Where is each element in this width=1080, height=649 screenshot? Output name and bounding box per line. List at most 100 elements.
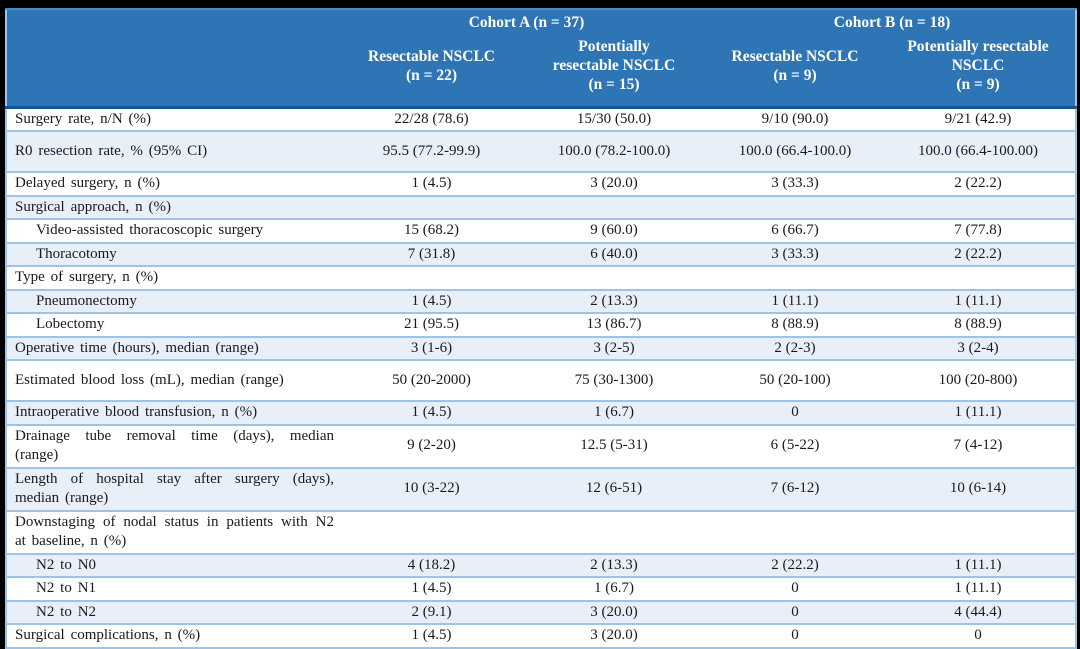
cell-value: 1 (11.1) (881, 577, 1077, 602)
table-header: Cohort A (n = 37) Cohort B (n = 18) Rese… (6, 8, 1077, 109)
cell-value: 100.0 (66.4-100.0) (709, 131, 881, 173)
cell-value: 7 (31.8) (344, 242, 519, 267)
row-label: Type of surgery, n (%) (6, 266, 344, 291)
cell-value: 100 (20-800) (881, 360, 1077, 402)
cell-value: 2 (13.3) (519, 289, 709, 314)
row-label: Thoracotomy (6, 242, 344, 267)
cell-value: 0 (709, 624, 881, 649)
cell-value: 3 (1-6) (344, 336, 519, 361)
cell-value: 6 (5-22) (709, 424, 881, 469)
cell-value: 7 (77.8) (881, 219, 1077, 244)
cell-value (709, 510, 881, 555)
cell-value: 1 (11.1) (881, 289, 1077, 314)
cell-value: 3 (33.3) (709, 172, 881, 197)
subgroup-header-row: Resectable NSCLC (n = 22) Potentially re… (6, 34, 1077, 109)
cell-value: 6 (40.0) (519, 242, 709, 267)
cell-value: 100.0 (66.4-100.00) (881, 131, 1077, 173)
cell-value: 1 (6.7) (519, 577, 709, 602)
cell-value: 50 (20-100) (709, 360, 881, 402)
row-label: Drainage tube removal time (days), media… (6, 424, 344, 469)
cell-value: 6 (66.7) (709, 219, 881, 244)
cell-value: 0 (709, 401, 881, 426)
row-label: N2 to N0 (6, 553, 344, 578)
table-row: Surgery rate, n/N (%) 22/28 (78.6) 15/30… (6, 107, 1077, 132)
cell-value: 2 (22.2) (709, 553, 881, 578)
cell-value: 50 (20-2000) (344, 360, 519, 402)
row-label: Downstaging of nodal status in patients … (6, 510, 344, 555)
row-label: Surgical approach, n (%) (6, 195, 344, 220)
table-row: N2 to N2 2 (9.1) 3 (20.0) 0 4 (44.4) (6, 600, 1077, 625)
cell-value (709, 266, 881, 291)
cell-value: 2 (13.3) (519, 553, 709, 578)
cell-value: 10 (3-22) (344, 467, 519, 512)
table-row: Downstaging of nodal status in patients … (6, 510, 1077, 555)
cell-value (519, 510, 709, 555)
row-label: Estimated blood loss (mL), median (range… (6, 360, 344, 402)
cell-value: 8 (88.9) (709, 313, 881, 338)
cell-value: 7 (4-12) (881, 424, 1077, 469)
cell-value: 1 (11.1) (709, 289, 881, 314)
table-row: Type of surgery, n (%) (6, 266, 1077, 291)
cell-value: 12.5 (5-31) (519, 424, 709, 469)
cohort-a-header: Cohort A (n = 37) (344, 8, 709, 34)
cell-value: 13 (86.7) (519, 313, 709, 338)
table-row: Estimated blood loss (mL), median (range… (6, 360, 1077, 402)
table-row: Length of hospital stay after surgery (d… (6, 467, 1077, 512)
cell-value: 12 (6-51) (519, 467, 709, 512)
row-label: Delayed surgery, n (%) (6, 172, 344, 197)
cell-value: 3 (20.0) (519, 624, 709, 649)
cell-value: 3 (2-4) (881, 336, 1077, 361)
cell-value: 2 (22.2) (881, 242, 1077, 267)
cell-value: 0 (709, 600, 881, 625)
cell-value (344, 195, 519, 220)
cell-value: 21 (95.5) (344, 313, 519, 338)
cell-value (519, 266, 709, 291)
cell-value: 1 (4.5) (344, 289, 519, 314)
row-label: Surgery rate, n/N (%) (6, 107, 344, 132)
cell-value: 100.0 (78.2-100.0) (519, 131, 709, 173)
table-row: Lobectomy 21 (95.5) 13 (86.7) 8 (88.9) 8… (6, 313, 1077, 338)
table-body: Surgery rate, n/N (%) 22/28 (78.6) 15/30… (6, 107, 1077, 649)
column-header-resectable-a: Resectable NSCLC (n = 22) (344, 34, 519, 109)
cell-value: 22/28 (78.6) (344, 107, 519, 132)
table-row: Surgical complications, n (%) 1 (4.5) 3 … (6, 624, 1077, 649)
table-row: Thoracotomy 7 (31.8) 6 (40.0) 3 (33.3) 2… (6, 242, 1077, 267)
cell-value: 0 (881, 624, 1077, 649)
column-header-resectable-b: Resectable NSCLC (n = 9) (709, 34, 881, 109)
cell-value: 7 (6-12) (709, 467, 881, 512)
cell-value: 3 (20.0) (519, 600, 709, 625)
cell-value (344, 266, 519, 291)
table-row: R0 resection rate, % (95% CI) 95.5 (77.2… (6, 131, 1077, 173)
table-row: N2 to N0 4 (18.2) 2 (13.3) 2 (22.2) 1 (1… (6, 553, 1077, 578)
table-row: Surgical approach, n (%) (6, 195, 1077, 220)
cell-value (344, 510, 519, 555)
cell-value: 2 (9.1) (344, 600, 519, 625)
column-header-potentially-resectable-b: Potentially resectable NSCLC (n = 9) (881, 34, 1077, 109)
cell-value: 10 (6-14) (881, 467, 1077, 512)
cell-value: 4 (18.2) (344, 553, 519, 578)
cell-value (709, 195, 881, 220)
cell-value: 75 (30-1300) (519, 360, 709, 402)
row-label: N2 to N1 (6, 577, 344, 602)
table-row: Delayed surgery, n (%) 1 (4.5) 3 (20.0) … (6, 172, 1077, 197)
row-label: Operative time (hours), median (range) (6, 336, 344, 361)
table-row: Video-assisted thoracoscopic surgery 15 … (6, 219, 1077, 244)
row-label: N2 to N2 (6, 600, 344, 625)
cell-value: 1 (11.1) (881, 401, 1077, 426)
table-row: Operative time (hours), median (range) 3… (6, 336, 1077, 361)
cell-value: 8 (88.9) (881, 313, 1077, 338)
table-row: Intraoperative blood transfusion, n (%) … (6, 401, 1077, 426)
cohort-header-row: Cohort A (n = 37) Cohort B (n = 18) (6, 8, 1077, 109)
column-header-potentially-resectable-a: Potentially resectable NSCLC (n = 15) (519, 34, 709, 109)
cell-value: 9/10 (90.0) (709, 107, 881, 132)
cell-value: 1 (4.5) (344, 624, 519, 649)
row-label: Surgical complications, n (%) (6, 624, 344, 649)
cell-value: 0 (709, 577, 881, 602)
cell-value: 15/30 (50.0) (519, 107, 709, 132)
cell-value: 3 (2-5) (519, 336, 709, 361)
cell-value: 1 (4.5) (344, 577, 519, 602)
row-label: Video-assisted thoracoscopic surgery (6, 219, 344, 244)
row-label: Intraoperative blood transfusion, n (%) (6, 401, 344, 426)
cell-value: 15 (68.2) (344, 219, 519, 244)
